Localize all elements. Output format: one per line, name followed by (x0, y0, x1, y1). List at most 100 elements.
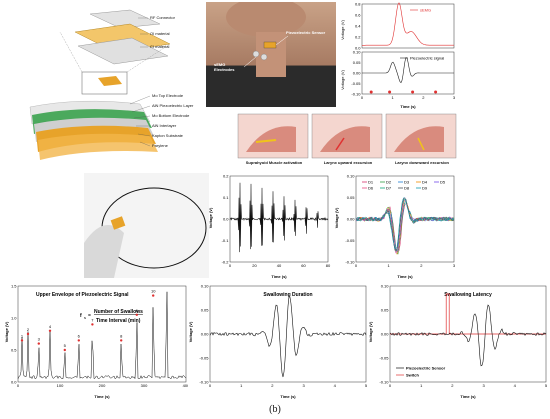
caption-larynx-up: Larynx upward excursion (323, 160, 373, 165)
mid2-series-D1 (355, 203, 455, 253)
piezo-xtick: 2 (422, 95, 425, 100)
legend-entry: D2 (386, 179, 392, 184)
label-rf-connector: RF Connector (150, 15, 175, 20)
svg-text:=: = (88, 313, 91, 319)
legend-entry: D6 (368, 185, 374, 190)
swallow-peak-label: 2 (27, 327, 30, 332)
figure-label: (b) (269, 404, 281, 415)
legend-entry: D4 (422, 179, 428, 184)
swallow-peak-marker (91, 323, 94, 326)
c2-xtick: 3 (302, 383, 305, 388)
mid2-ytick: 0.10 (347, 173, 356, 178)
legend-entry: D3 (404, 179, 410, 184)
label-ci-material: CI material (150, 44, 170, 49)
piezo-legend: Piezoelectric signal (410, 56, 444, 61)
mid2-ytick: 0.00 (347, 216, 356, 221)
mid2-xtick: 1 (388, 263, 391, 268)
caption-larynx-down: Larynx downward excursion (394, 160, 449, 165)
anatomy-panels: Suprahyoid Muscle activation Larynx upwa… (236, 112, 458, 172)
c2-xtick: 0 (209, 383, 212, 388)
c3-xtick: 1 (420, 383, 423, 388)
c2-title: Swallowing Duration (263, 292, 312, 298)
c3-legend-switch: Switch (406, 373, 419, 378)
mid2-series-D4 (355, 199, 455, 255)
mid1-ylabel: Voltage (V) (208, 207, 213, 228)
c3-xtick: 2 (451, 383, 454, 388)
legend-entry: D8 (404, 185, 410, 190)
c1-xtick: 200 (99, 383, 106, 388)
c3-ytick: 0.00 (381, 331, 390, 336)
swallow-peak-marker (26, 332, 30, 336)
c1-xtick: 0 (17, 383, 20, 388)
mid2-ytick: -0.05 (345, 238, 355, 243)
mid1-ytick: 0.0 (223, 216, 229, 221)
piezo-ytick: -0.10 (351, 91, 361, 96)
label-aln-interlayer: AlN Interlayer (152, 123, 177, 128)
mid2-xtick: 0 (355, 263, 358, 268)
mid2-ylabel: Voltage (V) (334, 207, 339, 228)
label-aln-piezo: AlN Piezoelectric Layer (152, 103, 194, 108)
swallow-peak-label: 9 (136, 308, 139, 313)
swallow-peak-marker (20, 339, 24, 342)
swallow-peak-label: 5 (64, 343, 67, 348)
mid1-xtick: 60 (301, 263, 306, 268)
swallow-peak-marker (120, 339, 123, 342)
mid1-xtick: 40 (277, 263, 282, 268)
label-mo-top: Mo Top Electrode (152, 93, 184, 98)
piezo-series (362, 57, 454, 84)
semg-ytick: 0.8 (355, 1, 361, 6)
bottom-chart-envelope: Voltage (V) 1.5 1.0 0.5 0.0 0 100 200 300 400 U… (4, 283, 188, 399)
label-parylene: Parylene (152, 143, 168, 148)
c3-xtick: 3 (482, 383, 485, 388)
swallow-peak-marker (77, 339, 81, 342)
swallow-peak-label: 10 (151, 289, 156, 294)
device-schematic: RF Connector OI material CI material Mo … (20, 2, 210, 162)
mid2-series-D6 (356, 197, 455, 254)
swallow-peak-label: 8 (120, 333, 123, 338)
c3-xlabel: Time (s) (460, 394, 476, 399)
legend-entry: D7 (386, 185, 392, 190)
c1-xlabel: Time (s) (94, 394, 110, 399)
caption-suprahyoid: Suprahyoid Muscle activation (245, 160, 303, 165)
c3-xtick: 4 (514, 383, 517, 388)
semg-ytick: 0.4 (355, 23, 361, 28)
swallow-peak-label: 1 (21, 333, 24, 338)
legend-entry: D1 (368, 179, 374, 184)
c3-xtick: 0 (389, 383, 392, 388)
piezo-ytick: 0.05 (353, 60, 362, 65)
label-oi-material: OI material (150, 31, 170, 36)
c2-xtick: 1 (240, 383, 243, 388)
mid2-xtick: 3 (453, 263, 456, 268)
swallow-peak-label: 3 (38, 337, 41, 342)
c2-xtick: 4 (334, 383, 337, 388)
mid1-xtick: 20 (252, 263, 257, 268)
c2-xtick: 2 (271, 383, 274, 388)
bottom-chart-latency: Voltage (V) 0.10 0.05 0.00 -0.05 -0.10 0 1 2 3 4… (368, 283, 548, 399)
c3-switch-series (390, 293, 546, 335)
mid2-series-D2 (355, 202, 455, 256)
c3-ytick: -0.10 (379, 379, 389, 384)
c1-formula-den: Time Interval (min) (96, 318, 141, 324)
semg-series (362, 2, 454, 46)
c2-ytick: 0.05 (201, 307, 210, 312)
c1-xtick: 100 (57, 383, 64, 388)
mid1-ytick: -0.2 (222, 259, 230, 264)
semg-legend: sEMG (420, 8, 431, 13)
c2-xlabel: Time (s) (280, 394, 296, 399)
c1-ytick: 1.0 (11, 315, 17, 320)
legend-entry: D5 (440, 179, 446, 184)
c2-series (209, 295, 367, 378)
mid1-xlabel: Time (s) (271, 274, 287, 279)
c1-ytick: 0.5 (11, 347, 17, 352)
swallow-peak-marker (48, 329, 52, 332)
label-mo-bottom: Mo Bottom Electrode (152, 113, 190, 118)
c3-xtick: 5 (545, 383, 548, 388)
c1-series (17, 291, 187, 380)
neck-photo: Piezoelectric Sensor sEMG Electrodes (206, 2, 336, 107)
label-semg-electrodes: sEMG Electrodes (214, 62, 235, 72)
mid2-xtick: 2 (420, 263, 423, 268)
mid2-series-D9 (355, 197, 455, 249)
c1-formula-lhs: f (80, 313, 82, 319)
c1-ytick: 1.5 (11, 283, 17, 288)
label-kapton: Kapton Substrate (152, 133, 183, 138)
